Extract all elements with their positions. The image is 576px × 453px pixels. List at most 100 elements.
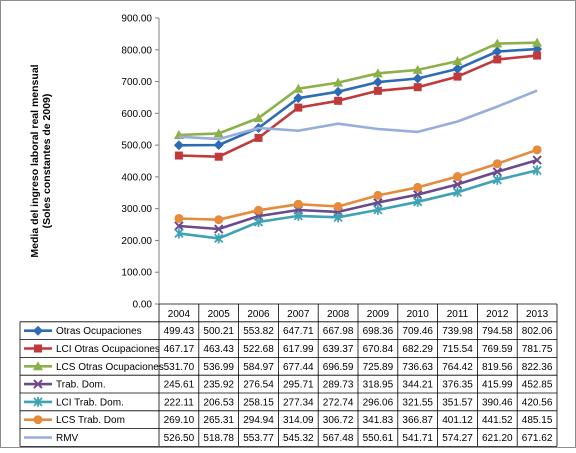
- data-point-marker: [413, 196, 423, 207]
- data-point-marker: [492, 174, 502, 185]
- y-tick-label: 800.00: [121, 45, 152, 56]
- y-axis-title-line-2: (Soles constantes de 2009): [41, 94, 53, 229]
- data-point-marker: [293, 93, 304, 104]
- data-value-label: 682.29: [402, 344, 433, 355]
- data-point-marker: [492, 46, 503, 57]
- data-point-marker: [373, 86, 382, 95]
- data-point-marker: [214, 215, 224, 225]
- data-value-label: 531.70: [164, 362, 195, 373]
- data-value-label: 739.98: [442, 326, 473, 337]
- data-point-marker: [333, 202, 343, 212]
- data-value-label: 463.43: [203, 344, 234, 355]
- y-axis-title-line-1: Media del ingreso laboral real mensual: [29, 64, 41, 257]
- data-point-marker: [373, 197, 383, 208]
- data-value-label: 366.87: [402, 415, 433, 426]
- data-value-label: 306.72: [323, 415, 354, 426]
- data-value-label: 567.48: [323, 433, 354, 444]
- series-line: [178, 169, 538, 240]
- data-point-marker: [293, 210, 303, 221]
- data-point-marker: [174, 228, 184, 239]
- data-point-marker: [293, 199, 303, 209]
- table-row: LCI Trab. Dom. 222.11 206.53 258.15 277.34 27…: [24, 396, 553, 408]
- data-value-label: 709.46: [402, 326, 433, 337]
- y-tick-label: 200.00: [121, 236, 152, 247]
- data-point-marker: [413, 83, 422, 92]
- data-point-marker: [213, 128, 224, 138]
- data-value-label: 764.42: [442, 362, 473, 373]
- x-category-label: 2009: [367, 309, 390, 320]
- data-value-label: 769.59: [482, 344, 513, 355]
- legend-series-name: LCI Otras Ocupaciones: [56, 344, 160, 355]
- data-table: 2004 2005 2006 2007 2008 2009 2010 2011 2012 2013…: [19, 303, 558, 447]
- legend-key-marker: [33, 325, 43, 336]
- data-value-label: 647.71: [283, 326, 314, 337]
- series-line: [178, 54, 538, 158]
- data-point-marker: [372, 77, 383, 88]
- data-value-label: 441.52: [482, 415, 513, 426]
- data-value-label: 617.99: [283, 344, 314, 355]
- data-value-label: 500.21: [203, 326, 234, 337]
- legend-series-name: LCI Trab. Dom.: [56, 397, 124, 408]
- plot-area: [173, 37, 543, 244]
- data-point-marker: [452, 179, 463, 190]
- data-value-label: 819.56: [482, 362, 513, 373]
- data-value-label: 550.61: [363, 433, 394, 444]
- legend-key-marker: [33, 379, 43, 389]
- data-point-marker: [412, 189, 423, 200]
- y-tick-label: 100.00: [121, 268, 152, 279]
- data-point-marker: [333, 77, 344, 87]
- data-value-label: 295.71: [283, 380, 314, 391]
- table-row: LCS Trab. Dom 269.10 265.31 294.94 314.09 306…: [24, 415, 553, 426]
- data-value-label: 715.54: [442, 344, 473, 355]
- x-category-label: 2012: [486, 309, 509, 320]
- data-value-label: 736.63: [402, 362, 433, 373]
- data-point-marker: [413, 182, 423, 192]
- data-value-label: 206.53: [203, 397, 234, 408]
- data-point-marker: [254, 133, 263, 142]
- data-value-label: 415.99: [482, 380, 513, 391]
- data-value-label: 314.09: [283, 415, 314, 426]
- data-value-label: 277.34: [283, 397, 314, 408]
- data-value-label: 321.55: [402, 397, 433, 408]
- data-point-marker: [174, 151, 183, 160]
- data-point-marker: [373, 190, 383, 200]
- data-value-label: 351.57: [442, 397, 473, 408]
- data-value-label: 401.12: [442, 415, 473, 426]
- data-value-label: 269.10: [164, 415, 195, 426]
- series-line: [178, 47, 538, 147]
- data-point-marker: [173, 140, 184, 151]
- x-category-label: 2006: [247, 309, 270, 320]
- data-point-marker: [253, 216, 264, 227]
- data-value-label: 452.85: [522, 380, 553, 391]
- data-point-marker: [453, 72, 462, 81]
- x-category-label: 2011: [447, 309, 469, 320]
- data-value-label: 667.98: [323, 326, 354, 337]
- data-point-marker: [334, 96, 343, 105]
- data-value-label: 522.68: [243, 344, 274, 355]
- legend-key-marker: [33, 396, 43, 407]
- data-value-label: 420.56: [522, 397, 553, 408]
- data-point-marker: [372, 68, 383, 78]
- data-value-label: 499.43: [164, 326, 195, 337]
- y-axis-title: Media del ingreso laboral real mensual (S…: [29, 64, 53, 257]
- table-row: LCI Otras Ocupaciones 467.17 463.43 522.68 6…: [24, 344, 553, 355]
- data-value-label: 671.62: [522, 433, 553, 444]
- data-value-label: 822.36: [522, 362, 553, 373]
- data-point-marker: [532, 37, 543, 47]
- y-tick-label: 900.00: [121, 14, 152, 25]
- data-value-label: 276.54: [243, 380, 274, 391]
- x-category-label: 2010: [407, 309, 430, 320]
- data-value-label: 677.44: [283, 362, 314, 373]
- data-value-label: 696.59: [323, 362, 354, 373]
- data-value-label: 294.94: [243, 415, 274, 426]
- legend-series-name: LCS Otras Ocupaciones: [56, 362, 164, 373]
- data-value-label: 536.99: [203, 362, 234, 373]
- table-row: Trab. Dom. 245.61 235.92 276.54 295.71 289.73…: [24, 379, 553, 391]
- x-category-label: 2004: [168, 309, 191, 320]
- data-value-label: 289.73: [323, 380, 354, 391]
- data-value-label: 545.32: [283, 433, 314, 444]
- x-category-label: 2013: [526, 309, 549, 320]
- y-tick-label: 600.00: [121, 109, 152, 120]
- series-line: [178, 89, 538, 141]
